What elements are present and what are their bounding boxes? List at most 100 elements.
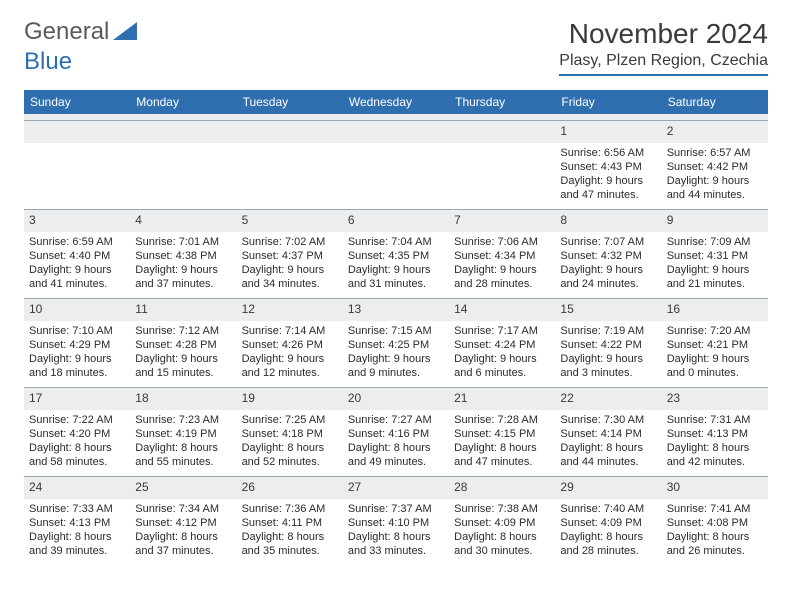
brand-sail-icon (113, 22, 139, 42)
daylight-text: Daylight: 8 hours and 28 minutes. (560, 530, 656, 559)
day-body: Sunrise: 7:02 AMSunset: 4:37 PMDaylight:… (237, 232, 343, 298)
daylight-text: Daylight: 9 hours and 41 minutes. (29, 263, 125, 292)
daylight-text: Daylight: 9 hours and 6 minutes. (454, 352, 550, 381)
day-cell: 19Sunrise: 7:25 AMSunset: 4:18 PMDayligh… (237, 388, 343, 476)
day-body: Sunrise: 7:19 AMSunset: 4:22 PMDaylight:… (555, 321, 661, 387)
day-number: 30 (662, 477, 768, 499)
day-cell: 16Sunrise: 7:20 AMSunset: 4:21 PMDayligh… (662, 299, 768, 387)
day-cell: 2Sunrise: 6:57 AMSunset: 4:42 PMDaylight… (662, 121, 768, 209)
day-body: Sunrise: 7:07 AMSunset: 4:32 PMDaylight:… (555, 232, 661, 298)
day-body: Sunrise: 7:28 AMSunset: 4:15 PMDaylight:… (449, 410, 555, 476)
day-cell: 8Sunrise: 7:07 AMSunset: 4:32 PMDaylight… (555, 210, 661, 298)
day-number: 2 (662, 121, 768, 143)
daylight-text: Daylight: 9 hours and 31 minutes. (348, 263, 444, 292)
empty-day-number (237, 121, 343, 143)
weekday-thursday: Thursday (449, 90, 555, 114)
sunset-text: Sunset: 4:10 PM (348, 516, 444, 530)
day-cell: 4Sunrise: 7:01 AMSunset: 4:38 PMDaylight… (130, 210, 236, 298)
sunrise-text: Sunrise: 7:25 AM (242, 413, 338, 427)
sunrise-text: Sunrise: 7:15 AM (348, 324, 444, 338)
day-body: Sunrise: 7:20 AMSunset: 4:21 PMDaylight:… (662, 321, 768, 387)
day-cell: 10Sunrise: 7:10 AMSunset: 4:29 PMDayligh… (24, 299, 130, 387)
day-number: 11 (130, 299, 236, 321)
day-number: 16 (662, 299, 768, 321)
daylight-text: Daylight: 8 hours and 44 minutes. (560, 441, 656, 470)
sunrise-text: Sunrise: 7:40 AM (560, 502, 656, 516)
day-body: Sunrise: 7:15 AMSunset: 4:25 PMDaylight:… (343, 321, 449, 387)
sunset-text: Sunset: 4:18 PM (242, 427, 338, 441)
brand-part1: General (24, 18, 109, 46)
week-row: 1Sunrise: 6:56 AMSunset: 4:43 PMDaylight… (24, 120, 768, 209)
day-cell: 27Sunrise: 7:37 AMSunset: 4:10 PMDayligh… (343, 477, 449, 565)
sunset-text: Sunset: 4:43 PM (560, 160, 656, 174)
daylight-text: Daylight: 8 hours and 39 minutes. (29, 530, 125, 559)
brand-part2: Blue (24, 48, 72, 75)
day-body: Sunrise: 7:09 AMSunset: 4:31 PMDaylight:… (662, 232, 768, 298)
sunrise-text: Sunrise: 7:20 AM (667, 324, 763, 338)
day-number: 25 (130, 477, 236, 499)
sunrise-text: Sunrise: 7:02 AM (242, 235, 338, 249)
day-number: 12 (237, 299, 343, 321)
day-number: 13 (343, 299, 449, 321)
sunset-text: Sunset: 4:11 PM (242, 516, 338, 530)
sunrise-text: Sunrise: 7:41 AM (667, 502, 763, 516)
day-number: 1 (555, 121, 661, 143)
sunset-text: Sunset: 4:32 PM (560, 249, 656, 263)
sunset-text: Sunset: 4:21 PM (667, 338, 763, 352)
sunrise-text: Sunrise: 7:12 AM (135, 324, 231, 338)
day-number: 24 (24, 477, 130, 499)
day-body: Sunrise: 7:34 AMSunset: 4:12 PMDaylight:… (130, 499, 236, 565)
sunrise-text: Sunrise: 7:22 AM (29, 413, 125, 427)
day-cell: 28Sunrise: 7:38 AMSunset: 4:09 PMDayligh… (449, 477, 555, 565)
daylight-text: Daylight: 9 hours and 21 minutes. (667, 263, 763, 292)
title-block: November 2024 Plasy, Plzen Region, Czech… (559, 18, 768, 76)
day-body: Sunrise: 6:56 AMSunset: 4:43 PMDaylight:… (555, 143, 661, 209)
day-cell: 30Sunrise: 7:41 AMSunset: 4:08 PMDayligh… (662, 477, 768, 565)
day-body: Sunrise: 7:38 AMSunset: 4:09 PMDaylight:… (449, 499, 555, 565)
day-cell: 17Sunrise: 7:22 AMSunset: 4:20 PMDayligh… (24, 388, 130, 476)
day-body: Sunrise: 7:40 AMSunset: 4:09 PMDaylight:… (555, 499, 661, 565)
day-cell (130, 121, 236, 209)
sunrise-text: Sunrise: 7:19 AM (560, 324, 656, 338)
header: General November 2024 Plasy, Plzen Regio… (24, 18, 768, 76)
sunrise-text: Sunrise: 7:27 AM (348, 413, 444, 427)
day-cell: 1Sunrise: 6:56 AMSunset: 4:43 PMDaylight… (555, 121, 661, 209)
daylight-text: Daylight: 9 hours and 37 minutes. (135, 263, 231, 292)
sunset-text: Sunset: 4:15 PM (454, 427, 550, 441)
daylight-text: Daylight: 9 hours and 34 minutes. (242, 263, 338, 292)
day-cell (449, 121, 555, 209)
day-cell: 11Sunrise: 7:12 AMSunset: 4:28 PMDayligh… (130, 299, 236, 387)
sunset-text: Sunset: 4:38 PM (135, 249, 231, 263)
day-number: 14 (449, 299, 555, 321)
daylight-text: Daylight: 8 hours and 52 minutes. (242, 441, 338, 470)
location-text: Plasy, Plzen Region, Czechia (559, 52, 768, 76)
day-cell: 12Sunrise: 7:14 AMSunset: 4:26 PMDayligh… (237, 299, 343, 387)
week-row: 17Sunrise: 7:22 AMSunset: 4:20 PMDayligh… (24, 387, 768, 476)
sunset-text: Sunset: 4:14 PM (560, 427, 656, 441)
sunset-text: Sunset: 4:09 PM (560, 516, 656, 530)
day-cell: 25Sunrise: 7:34 AMSunset: 4:12 PMDayligh… (130, 477, 236, 565)
day-number: 6 (343, 210, 449, 232)
brand-logo: General (24, 18, 141, 46)
day-cell (343, 121, 449, 209)
day-number: 4 (130, 210, 236, 232)
weekday-wednesday: Wednesday (343, 90, 449, 114)
sunset-text: Sunset: 4:31 PM (667, 249, 763, 263)
daylight-text: Daylight: 8 hours and 49 minutes. (348, 441, 444, 470)
daylight-text: Daylight: 9 hours and 12 minutes. (242, 352, 338, 381)
sunset-text: Sunset: 4:24 PM (454, 338, 550, 352)
daylight-text: Daylight: 8 hours and 55 minutes. (135, 441, 231, 470)
day-cell (24, 121, 130, 209)
sunset-text: Sunset: 4:22 PM (560, 338, 656, 352)
sunset-text: Sunset: 4:20 PM (29, 427, 125, 441)
daylight-text: Daylight: 8 hours and 42 minutes. (667, 441, 763, 470)
sunrise-text: Sunrise: 7:14 AM (242, 324, 338, 338)
sunrise-text: Sunrise: 7:17 AM (454, 324, 550, 338)
sunrise-text: Sunrise: 6:57 AM (667, 146, 763, 160)
day-number: 7 (449, 210, 555, 232)
day-body: Sunrise: 7:41 AMSunset: 4:08 PMDaylight:… (662, 499, 768, 565)
day-number: 26 (237, 477, 343, 499)
weekday-friday: Friday (555, 90, 661, 114)
daylight-text: Daylight: 9 hours and 3 minutes. (560, 352, 656, 381)
sunrise-text: Sunrise: 6:59 AM (29, 235, 125, 249)
